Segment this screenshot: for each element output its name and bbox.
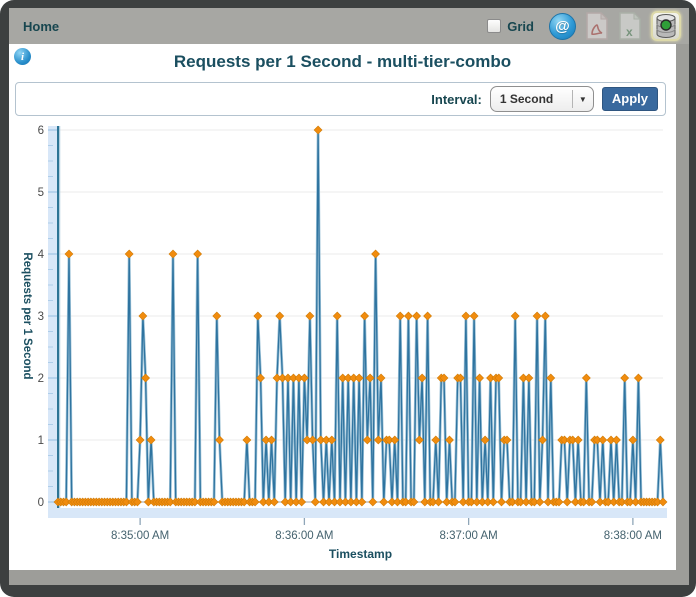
grid-checkbox-label: Grid [507,18,534,34]
pdf-export-icon[interactable] [585,11,609,40]
svg-text:x: x [626,25,633,39]
svg-text:8:36:00 AM: 8:36:00 AM [275,530,333,542]
svg-text:5: 5 [38,187,44,199]
svg-text:3: 3 [38,311,44,323]
svg-text:8:35:00 AM: 8:35:00 AM [111,530,169,542]
svg-text:4: 4 [38,249,45,261]
title-row: i Requests per 1 Second - multi-tier-com… [9,44,676,76]
svg-text:8:37:00 AM: 8:37:00 AM [440,530,498,542]
chart-area: 8:35:00 AM 8:36:00 AM 8:37:00 AM 8:38:00 AM… [11,120,676,567]
svg-text:0: 0 [38,497,44,509]
window-frame: Home Grid @ [9,8,689,585]
breadcrumb-home[interactable]: Home [23,18,60,34]
svg-text:2: 2 [38,373,44,385]
content-panel: i Requests per 1 Second - multi-tier-com… [9,44,676,570]
grid-toggle[interactable]: Grid [487,19,534,34]
svg-text:1: 1 [38,435,44,447]
svg-text:Requests per 1 Second: Requests per 1 Second [21,252,33,379]
interval-select[interactable]: 1 Second ▼ [489,86,594,112]
chevron-down-icon: ▼ [578,94,587,104]
apply-button[interactable]: Apply [601,87,658,111]
database-cylinder-icon [656,14,676,38]
header-controls: Grid @ x [487,11,681,41]
at-mention-icon[interactable]: @ [549,12,576,40]
interval-toolbar: Interval: 1 Second ▼ Apply [15,82,666,116]
svg-text:8:38:00 AM: 8:38:00 AM [604,530,662,542]
svg-text:Timestamp: Timestamp [329,547,392,561]
page-title: Requests per 1 Second - multi-tier-combo [173,52,512,71]
interval-select-value: 1 Second [499,92,554,106]
header-bar: Home Grid @ [9,8,689,44]
database-record-button[interactable] [651,11,681,41]
timeseries-chart: 8:35:00 AM 8:36:00 AM 8:37:00 AM 8:38:00 AM… [21,125,668,561]
excel-export-icon[interactable]: x [618,11,642,40]
svg-text:6: 6 [38,125,44,137]
info-icon[interactable]: i [14,48,31,65]
grid-checkbox[interactable] [487,19,502,33]
select-divider [571,90,573,108]
interval-label: Interval: [431,91,482,107]
